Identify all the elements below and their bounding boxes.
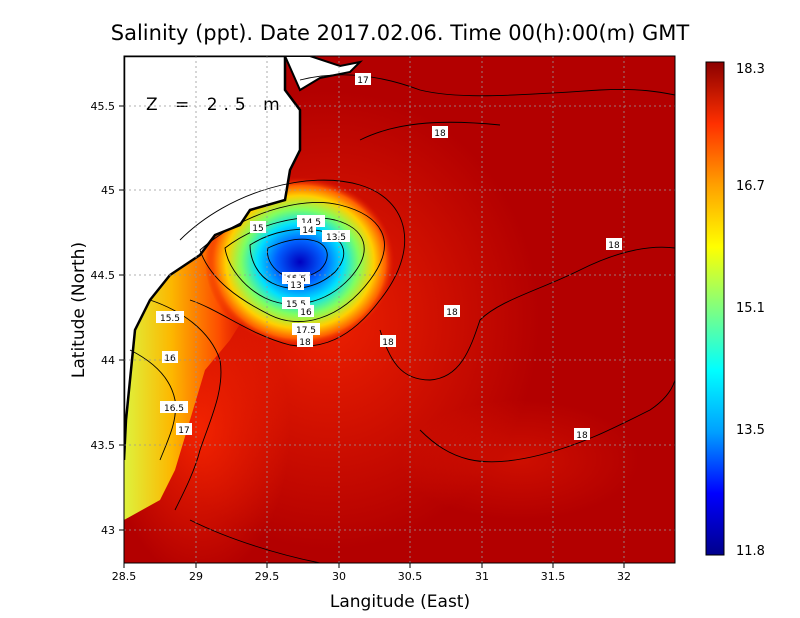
contour-label: 18 [446, 308, 458, 318]
contour-label-box [606, 238, 622, 250]
contour-label-box [292, 323, 320, 335]
contour-label: 17.5 [296, 326, 316, 336]
contour-label-box [355, 73, 371, 85]
map-title: Salinity (ppt). Date 2017.02.06. Time 00… [111, 21, 690, 45]
danube-plume [205, 177, 395, 347]
land-north-coast [283, 56, 364, 92]
y-tick-label: 45 [101, 184, 115, 197]
contour-label: 17 [178, 426, 189, 436]
colorbar [705, 61, 725, 556]
contour-label-box [380, 335, 396, 347]
map-area: Z = 2.5 m 1718181514.51413.515.51315.516… [124, 56, 675, 563]
contour-label: 18 [434, 129, 446, 139]
contour-label-box [250, 221, 266, 233]
y-tick-label: 43 [101, 524, 115, 537]
map-frame [123, 55, 676, 564]
x-tick-label: 31 [475, 570, 489, 583]
contour-label: 16.5 [164, 404, 184, 414]
offshore-patch [400, 400, 640, 520]
contour-label: 13 [290, 281, 301, 291]
contour-label-box [288, 278, 304, 290]
colorbar-tick-label: 11.8 [736, 544, 765, 559]
y-tick-label: 44.5 [91, 269, 116, 282]
contour-labels: 1718181514.51413.515.51315.51617.51815.5… [156, 73, 622, 441]
contour-label: 16 [300, 308, 312, 318]
contour-label-box [297, 335, 313, 347]
contour-label: 18 [608, 241, 620, 251]
y-tick-label: 44 [101, 354, 115, 367]
contour-label-box [444, 305, 460, 317]
x-tick-labels: 28.5 29 29.5 30 30.5 31 31.5 32 [112, 570, 631, 583]
tick-marks [119, 105, 625, 568]
contour-label-box [156, 311, 184, 323]
contour-label: 13.5 [326, 233, 346, 243]
contour-label: 15 [252, 224, 263, 234]
contour-label-box [574, 428, 590, 440]
colorbar-tick-labels: 18.3 16.7 15.1 13.5 11.8 [736, 62, 765, 559]
contour-label: 18 [299, 338, 311, 348]
colorbar-tick-label: 13.5 [736, 423, 765, 438]
y-axis-label: Latitude (North) [69, 242, 89, 378]
contour-label-box [432, 126, 448, 138]
x-tick-label: 30 [332, 570, 346, 583]
x-tick-label: 29.5 [255, 570, 280, 583]
x-axis-label: Langitude (East) [330, 592, 470, 612]
x-tick-label: 32 [617, 570, 631, 583]
x-tick-label: 30.5 [398, 570, 423, 583]
contour-label: 17 [357, 76, 368, 86]
contour-label-box [298, 305, 314, 317]
y-tick-label: 45.5 [91, 100, 116, 113]
contour-label-box [160, 401, 188, 413]
contour-label: 18 [382, 338, 394, 348]
y-tick-label: 43.5 [91, 439, 116, 452]
contour-label-box [176, 423, 192, 435]
x-tick-label: 31.5 [541, 570, 566, 583]
contour-label: 18 [576, 431, 588, 441]
contour-label-box [322, 230, 350, 242]
depth-label: Z = 2.5 m [146, 95, 286, 115]
x-tick-label: 28.5 [112, 570, 137, 583]
y-tick-labels: 45.5 45 44.5 44 43.5 43 [91, 100, 116, 537]
colorbar-tick-label: 15.1 [736, 301, 765, 316]
contour-label: 14 [302, 226, 314, 236]
x-tick-label: 29 [189, 570, 203, 583]
contour-label: 15.5 [160, 314, 180, 324]
contour-label-box [300, 223, 316, 235]
contour-label: 15.5 [286, 300, 306, 310]
colorbar-tick-label: 18.3 [736, 62, 765, 77]
grid-lines [124, 56, 675, 563]
colorbar-tick-label: 16.7 [736, 179, 765, 194]
contour-label: 16 [164, 354, 176, 364]
